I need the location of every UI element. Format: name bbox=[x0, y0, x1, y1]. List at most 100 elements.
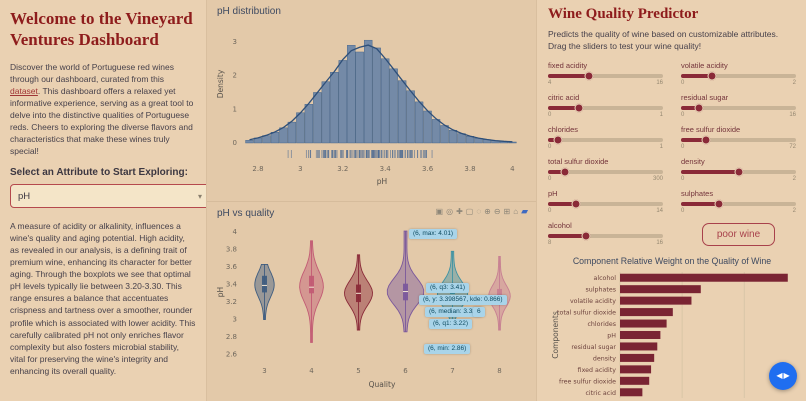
svg-text:7: 7 bbox=[450, 367, 454, 375]
weight-bar-total-sulfur-dioxide bbox=[620, 307, 673, 316]
slider-handle[interactable] bbox=[707, 71, 717, 81]
weights-chart[interactable]: alcohol sulphates volatile acidity total su… bbox=[548, 268, 800, 401]
hist-bar bbox=[381, 58, 390, 144]
hist-bar bbox=[304, 104, 313, 144]
svg-text:3: 3 bbox=[233, 316, 237, 324]
violin-box bbox=[309, 275, 314, 294]
plotly-logo-icon[interactable]: ▰ bbox=[521, 206, 528, 216]
slider-handle[interactable] bbox=[553, 135, 563, 145]
hist-bar bbox=[508, 141, 517, 144]
slider-handle[interactable] bbox=[571, 199, 581, 209]
predictor-column: Wine Quality Predictor Predicts the qual… bbox=[538, 0, 806, 401]
slider-handle[interactable] bbox=[694, 103, 704, 113]
reset-axes-icon[interactable]: ⌂ bbox=[513, 206, 519, 216]
slider-track[interactable] bbox=[548, 103, 663, 113]
weight-bar-free-sulfur-dioxide bbox=[620, 376, 650, 385]
svg-text:3.8: 3.8 bbox=[464, 165, 475, 173]
svg-text:6: 6 bbox=[403, 367, 408, 375]
svg-text:pH: pH bbox=[607, 332, 616, 339]
attribute-description: A measure of acidity or alkalinity, infl… bbox=[10, 221, 196, 376]
slider-track[interactable] bbox=[548, 231, 663, 241]
slider-residual-sugar: residual sugar 0 16 bbox=[681, 93, 796, 118]
chevron-right-icon: ▶ bbox=[783, 371, 790, 380]
svg-text:3.2: 3.2 bbox=[337, 165, 348, 173]
intro-text-after: . This dashboard offers a relaxed yet in… bbox=[10, 85, 194, 156]
zoom-out-icon[interactable]: ⊖ bbox=[493, 206, 501, 216]
slider-handle[interactable] bbox=[701, 135, 711, 145]
slider-pH: pH 0 14 bbox=[548, 189, 663, 214]
slider-track[interactable] bbox=[681, 135, 796, 145]
svg-text:5: 5 bbox=[356, 367, 360, 375]
predictor-description: Predicts the quality of wine based on cu… bbox=[548, 29, 779, 51]
slider-label: free sulfur dioxide bbox=[681, 124, 741, 134]
hist-bar bbox=[338, 60, 347, 144]
svg-text:residual sugar: residual sugar bbox=[571, 344, 616, 351]
slider-label: total sulfur dioxide bbox=[548, 156, 609, 166]
hist-bar bbox=[296, 112, 305, 144]
lasso-select-icon[interactable]: ◌ bbox=[476, 206, 482, 216]
svg-text:alcohol: alcohol bbox=[593, 275, 616, 282]
slider-handle[interactable] bbox=[714, 199, 724, 209]
camera-icon[interactable]: ▣ bbox=[435, 206, 444, 216]
hist-bar bbox=[389, 68, 398, 144]
hist-bar bbox=[321, 81, 330, 144]
slider-handle[interactable] bbox=[734, 167, 743, 177]
hist-bar bbox=[457, 133, 466, 144]
slider-chlorides: chlorides 0 1 bbox=[548, 125, 663, 150]
slider-handle[interactable] bbox=[581, 231, 591, 241]
svg-text:2.8: 2.8 bbox=[252, 165, 263, 173]
slider-track[interactable] bbox=[681, 199, 796, 209]
weight-bar-fixed-acidity bbox=[620, 365, 652, 374]
dataset-link[interactable]: dataset bbox=[10, 85, 38, 96]
slider-max-value: 2 bbox=[792, 207, 796, 214]
weight-bar-density bbox=[620, 353, 655, 362]
slider-min-value: 0 bbox=[548, 143, 552, 150]
zoom-icon[interactable]: ◎ bbox=[446, 206, 454, 216]
svg-text:1: 1 bbox=[233, 105, 237, 113]
weight-bar-alcohol bbox=[620, 273, 788, 282]
hist-bar bbox=[423, 110, 432, 144]
hist-bar bbox=[414, 101, 424, 144]
intro-paragraph: Discover the world of Portuguese red win… bbox=[10, 61, 196, 158]
ph-distribution-chart[interactable]: 0 1 2 3 2.8 3 3.2 3.4 3.6 3.8 4 pH Density bbox=[215, 19, 529, 191]
slider-handle[interactable] bbox=[574, 103, 584, 113]
carousel-nav-button[interactable]: ◀ ▶ bbox=[769, 362, 797, 390]
attribute-select-value: pH bbox=[18, 190, 31, 202]
weight-bar-residual-sugar bbox=[620, 342, 658, 351]
slider-total-sulfur-dioxide: total sulfur dioxide 0 300 bbox=[548, 157, 663, 182]
slider-min-value: 8 bbox=[548, 239, 552, 246]
slider-track[interactable] bbox=[548, 167, 663, 177]
svg-text:0: 0 bbox=[233, 139, 237, 147]
svg-text:free sulfur dioxide: free sulfur dioxide bbox=[559, 378, 616, 385]
plotly-modebar: ▣ ◎ ✚ ▢ ◌ ⊕ ⊖ ⊞ ⌂ ▰ bbox=[436, 207, 528, 216]
slider-handle[interactable] bbox=[560, 167, 570, 177]
slider-max-value: 16 bbox=[656, 239, 663, 246]
slider-label: citric acid bbox=[548, 92, 580, 102]
slider-citric-acid: citric acid 0 1 bbox=[548, 93, 663, 118]
slider-track[interactable] bbox=[548, 71, 663, 81]
pan-icon[interactable]: ✚ bbox=[456, 206, 463, 216]
box-select-icon[interactable]: ▢ bbox=[465, 206, 474, 216]
svg-text:3.2: 3.2 bbox=[226, 298, 237, 306]
slider-track[interactable] bbox=[548, 199, 663, 209]
slider-handle[interactable] bbox=[584, 71, 594, 81]
slider-track[interactable] bbox=[548, 135, 663, 145]
hover-tooltip: (6, median: 3.32) bbox=[425, 307, 483, 318]
svg-text:4: 4 bbox=[233, 228, 238, 236]
slider-max-value: 300 bbox=[652, 175, 663, 182]
hist-bar bbox=[330, 72, 339, 144]
page-title: Welcome to the Vineyard Ventures Dashboa… bbox=[10, 9, 193, 50]
hist-bar bbox=[270, 132, 280, 144]
attribute-select[interactable]: pH ▾ bbox=[10, 184, 210, 208]
svg-text:8: 8 bbox=[497, 367, 501, 375]
slider-track[interactable] bbox=[681, 167, 796, 177]
zoom-in-icon[interactable]: ⊕ bbox=[484, 206, 491, 216]
slider-track[interactable] bbox=[681, 71, 796, 81]
autoscale-icon[interactable]: ⊞ bbox=[503, 206, 511, 216]
slider-sulphates: sulphates 0 2 bbox=[681, 189, 796, 214]
predictor-title: Wine Quality Predictor bbox=[548, 6, 699, 22]
charts-column: pH distribution 0 1 2 3 2.8 3 3.2 3.4 3.6 3.8 4 pH D… bbox=[206, 0, 537, 401]
weight-bar-volatile-acidity bbox=[620, 296, 692, 305]
slider-track[interactable] bbox=[681, 103, 796, 113]
slider-label: pH bbox=[548, 188, 558, 198]
